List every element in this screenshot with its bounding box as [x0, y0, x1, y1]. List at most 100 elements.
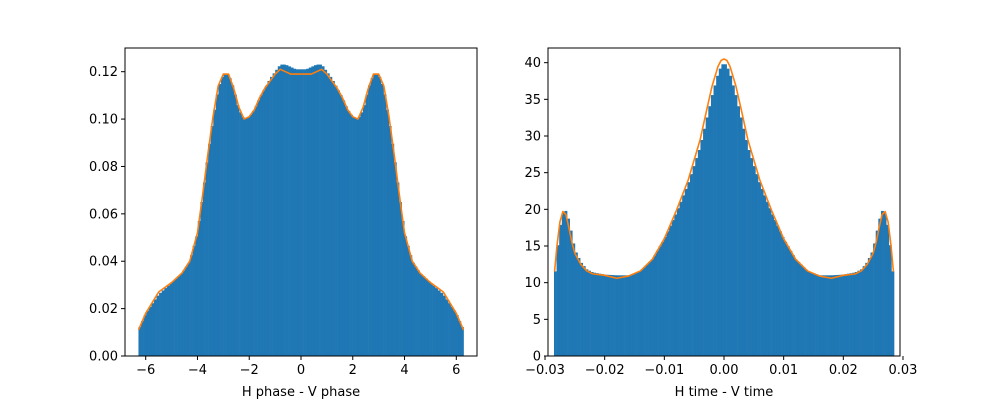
- histogram-bar: [399, 202, 402, 356]
- histogram-bar: [389, 126, 392, 356]
- histogram-bar: [249, 115, 252, 356]
- histogram-bar: [792, 255, 795, 356]
- histogram-bar: [407, 246, 410, 356]
- y-tick-label: 0.00: [89, 350, 118, 365]
- histogram-bar: [768, 208, 771, 356]
- histogram-bar: [617, 275, 620, 356]
- histogram-bar: [648, 262, 651, 356]
- histogram-bar: [324, 70, 327, 356]
- histogram-bar: [329, 77, 332, 356]
- histogram-bar: [776, 226, 779, 356]
- histogram-bar: [669, 226, 672, 356]
- x-tick-label: 0.00: [710, 363, 739, 378]
- histogram-bar: [445, 299, 448, 356]
- y-tick-label: 0: [533, 350, 541, 365]
- x-tick-label: 6: [452, 363, 460, 378]
- histogram-bar: [226, 74, 229, 356]
- histogram-bar: [596, 273, 599, 356]
- histogram-bar: [456, 315, 459, 356]
- histogram-bar: [719, 69, 722, 356]
- histogram-bar: [384, 94, 387, 356]
- histogram-bar: [335, 86, 338, 356]
- histogram-bar: [651, 260, 654, 356]
- y-tick-label: 15: [524, 240, 541, 255]
- histogram-bar: [314, 65, 317, 356]
- histogram-bar: [265, 86, 268, 356]
- histogram-bar: [286, 65, 289, 356]
- histogram-bar: [376, 74, 379, 356]
- histogram-bar: [627, 275, 630, 356]
- histogram-bar: [322, 66, 325, 356]
- histogram-bar: [842, 275, 845, 356]
- histogram-bar: [190, 255, 193, 356]
- histogram-bar: [625, 275, 628, 356]
- x-tick-label: −0.02: [585, 363, 625, 378]
- histogram-bar: [857, 271, 860, 356]
- histogram-bar: [630, 274, 633, 356]
- x-tick-label: −0.03: [525, 363, 565, 378]
- histogram-bar: [257, 100, 260, 356]
- histogram-bar: [396, 182, 399, 356]
- histogram-bar: [237, 105, 240, 356]
- histogram-bar: [270, 77, 273, 356]
- histogram-bar: [758, 182, 761, 356]
- histogram-bar: [614, 275, 617, 356]
- histogram-bar: [868, 258, 871, 356]
- histogram-bar: [425, 279, 428, 356]
- histogram-bar: [363, 105, 366, 356]
- histogram-bar: [677, 208, 680, 356]
- histogram-bar: [149, 307, 152, 356]
- histogram-bar: [453, 311, 456, 356]
- histogram-bar: [695, 158, 698, 356]
- histogram-bar: [187, 263, 190, 356]
- histogram-bar: [309, 68, 312, 356]
- histogram-bar: [800, 265, 803, 356]
- histogram-bar: [567, 219, 570, 356]
- histogram-bar: [700, 140, 703, 356]
- x-axis-label: H phase - V phase: [242, 385, 360, 400]
- histogram-bar: [672, 220, 675, 356]
- histogram-bar: [818, 275, 821, 356]
- histogram-bar: [337, 90, 340, 356]
- histogram-bar: [229, 78, 232, 356]
- histogram-bar: [682, 195, 685, 356]
- histogram-bar: [169, 283, 172, 356]
- histogram-bar: [206, 162, 209, 356]
- histogram-bar: [412, 263, 415, 356]
- histogram-bar: [721, 64, 724, 356]
- histogram-bar: [443, 296, 446, 356]
- histogram-bar: [298, 69, 301, 356]
- histogram-bar: [144, 315, 147, 356]
- x-tick-label: −4: [188, 363, 207, 378]
- histogram-bar: [198, 221, 201, 356]
- histogram-bar: [175, 279, 178, 356]
- histogram-bar: [180, 274, 183, 356]
- histogram-bar: [716, 76, 719, 356]
- y-tick-label: 0.06: [89, 207, 118, 222]
- histogram-bar: [808, 271, 811, 356]
- y-tick-label: 0.08: [89, 160, 118, 175]
- histogram-bar: [745, 140, 748, 356]
- histogram-bar: [368, 85, 371, 356]
- histogram-bar: [358, 117, 361, 356]
- histogram-bar: [275, 70, 278, 356]
- histogram-bar: [585, 269, 588, 356]
- histogram-bar: [588, 271, 591, 356]
- histogram-bar: [350, 115, 353, 356]
- histogram-bar: [234, 94, 237, 356]
- x-tick-label: 4: [400, 363, 408, 378]
- histogram-bar: [619, 275, 622, 356]
- histogram-bar: [213, 110, 216, 356]
- y-tick-label: 20: [524, 203, 541, 218]
- histogram-bar: [433, 286, 436, 356]
- x-tick-label: −2: [240, 363, 259, 378]
- x-tick-label: −6: [136, 363, 155, 378]
- histogram-bar: [420, 274, 423, 356]
- histogram-bar: [378, 77, 381, 356]
- histogram-bar: [458, 321, 461, 356]
- histogram-bar: [327, 73, 330, 356]
- histogram-bar: [154, 299, 157, 356]
- histogram-bar: [604, 275, 607, 356]
- histogram-bar: [829, 275, 832, 356]
